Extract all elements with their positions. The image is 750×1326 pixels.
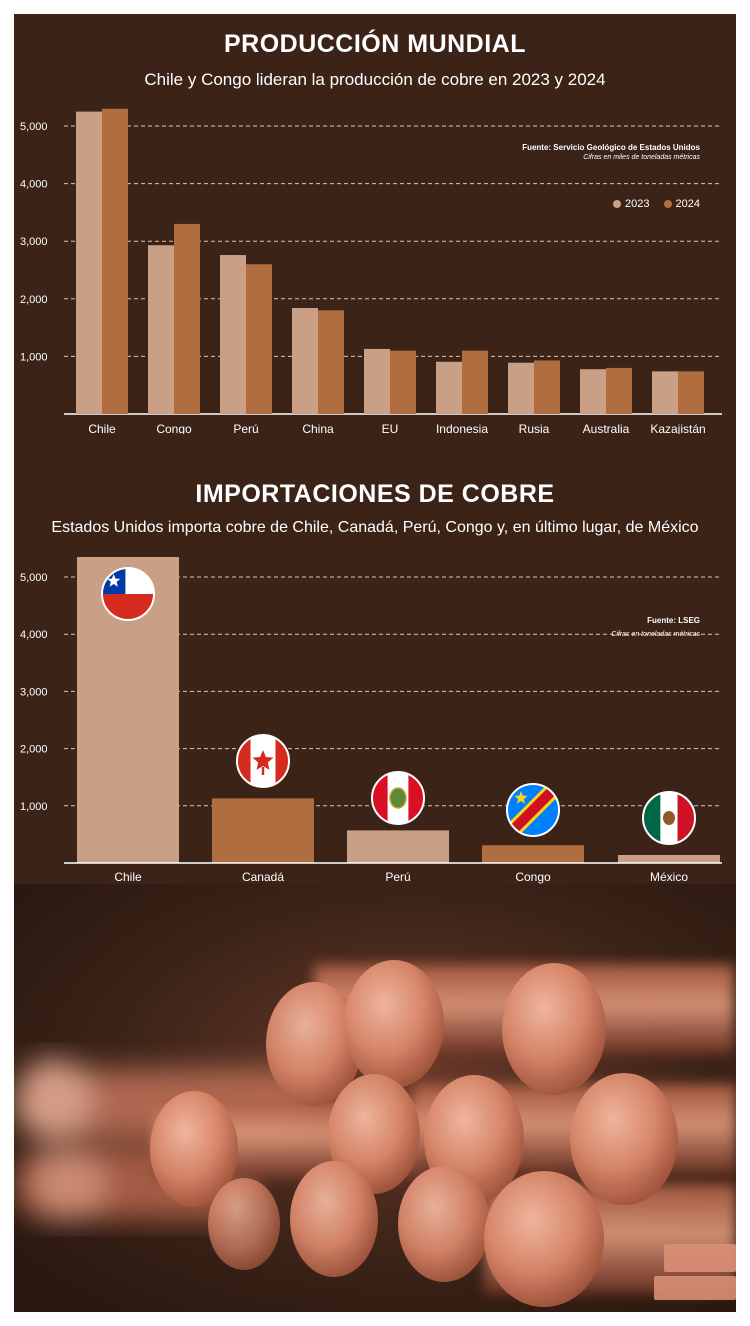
- peru-coat-of-arms-icon: [389, 787, 407, 809]
- bar-chile-2023: [76, 111, 102, 414]
- flag-body-3: [507, 784, 559, 836]
- ytick-label-1000: 1,000: [20, 351, 48, 363]
- production-title: PRODUCCIÓN MUNDIAL: [223, 30, 527, 58]
- category-label-chile: Chile: [88, 422, 116, 434]
- legend-dot-2023: [613, 200, 622, 208]
- flag-ring-1: [236, 734, 290, 788]
- bar-eu-2023: [364, 348, 390, 414]
- ytick2-label-2000: 2,000: [20, 744, 48, 756]
- imports-title: IMPORTACIONES DE COBRE: [195, 480, 555, 508]
- bar-congo-2024: [174, 223, 200, 414]
- ytick2-label-3000: 3,000: [20, 686, 48, 698]
- imports-subtitle: Estados Unidos importa cobre de Chile, C…: [51, 519, 699, 536]
- copper-rods-image: [14, 884, 736, 1312]
- category2-label-mexico: México: [650, 870, 688, 884]
- category-label-china: China: [302, 422, 334, 434]
- maple-leaf-icon: [252, 750, 274, 770]
- legend-label-2023: 2023: [625, 198, 650, 210]
- imports-chart: 1,000 2,000 3,000 4,000 5,000 Chile Canadá Perú…: [20, 556, 722, 884]
- ytick2-label-1000: 1,000: [20, 801, 48, 813]
- production-legend: 2023 2024: [613, 198, 700, 210]
- peru-flag-icon: [371, 771, 425, 825]
- category-label-peru: Perú: [233, 422, 258, 434]
- bar-indonesia-2024: [462, 350, 488, 414]
- imports-source-text: Fuente: LSEG: [647, 616, 700, 625]
- production-chart: 1,000 2,000 3,000 4,000 5,000 Chile Congo Perú C…: [20, 108, 722, 434]
- mexico-eagle-icon: [663, 811, 675, 825]
- bar-australia-2023: [580, 369, 606, 414]
- category-label-eu: EU: [382, 422, 399, 434]
- bar-eu-2024: [390, 350, 416, 414]
- production-source-text: Fuente: Servicio Geológico de Estados Un…: [522, 143, 700, 152]
- ytick-label-2000: 2,000: [20, 294, 48, 306]
- flag-ring-3: [506, 783, 560, 837]
- bar-china-2023: [292, 308, 318, 414]
- production-source: Fuente: Servicio Geológico de Estados Un…: [522, 142, 700, 163]
- category-label-australia: Australia: [583, 422, 630, 434]
- category2-label-congo: Congo: [515, 870, 551, 884]
- production-subtitle: Chile y Congo lideran la producción de c…: [144, 70, 606, 89]
- congo-star-icon: [514, 791, 528, 804]
- category-label-congo: Congo: [156, 422, 192, 434]
- bar-kazajistan-2024: [678, 371, 704, 414]
- ytick2-label-5000: 5,000: [20, 572, 48, 584]
- bar-peru-2024: [246, 264, 272, 414]
- legend-label-2024: 2024: [675, 198, 700, 210]
- bar-australia-2024: [606, 367, 632, 414]
- ytick-label-4000: 4,000: [20, 179, 48, 191]
- flag-ring-4: [642, 791, 696, 845]
- infographic-frame: PRODUCCIÓN MUNDIAL Chile y Congo lideran…: [14, 14, 736, 1312]
- bar-congo: [482, 845, 584, 863]
- legend-item-2023: 2023: [613, 198, 650, 210]
- ytick-label-5000: 5,000: [20, 121, 48, 133]
- maple-stem: [261, 767, 265, 775]
- legend-item-2024: 2024: [663, 198, 700, 210]
- congo-flag-icon: [506, 783, 560, 837]
- bar-congo-2023: [148, 245, 174, 414]
- category-label-indonesia: Indonesia: [436, 422, 488, 434]
- bar-peru: [347, 830, 449, 863]
- legend-dot-2024: [663, 200, 672, 208]
- category2-label-canada: Canadá: [242, 870, 284, 884]
- imports-note-text: Cifras en toneladas métricas: [611, 631, 700, 638]
- bar-indonesia-2023: [436, 361, 462, 414]
- bar-canada: [212, 798, 314, 863]
- bar-peru-2023: [220, 255, 246, 414]
- flag-ring-2: [371, 771, 425, 825]
- imports-source: Fuente: LSEG Cifras en toneladas métrica…: [611, 615, 700, 640]
- bar-mexico: [618, 854, 720, 863]
- chile-star-icon: [107, 574, 121, 587]
- bar-chile-2024: [102, 108, 128, 414]
- category2-label-chile: Chile: [114, 870, 142, 884]
- category-label-rusia: Rusia: [519, 422, 550, 434]
- canada-flag-icon: [236, 734, 290, 788]
- ytick2-label-4000: 4,000: [20, 629, 48, 641]
- ytick-label-3000: 3,000: [20, 236, 48, 248]
- bar-china-2024: [318, 310, 344, 414]
- production-note-text: Cifras en miles de toneladas métricas: [583, 154, 700, 161]
- category2-label-peru: Perú: [385, 870, 410, 884]
- bar-rusia-2024: [534, 360, 560, 414]
- chile-flag-icon: [101, 567, 155, 621]
- flag-ring-0: [101, 567, 155, 621]
- bar-rusia-2023: [508, 362, 534, 414]
- category-label-kazajistan: Kazajistán: [650, 422, 705, 434]
- mexico-flag-icon: [642, 791, 696, 845]
- bar-kazajistan-2023: [652, 371, 678, 414]
- congo-red-band: [507, 784, 559, 836]
